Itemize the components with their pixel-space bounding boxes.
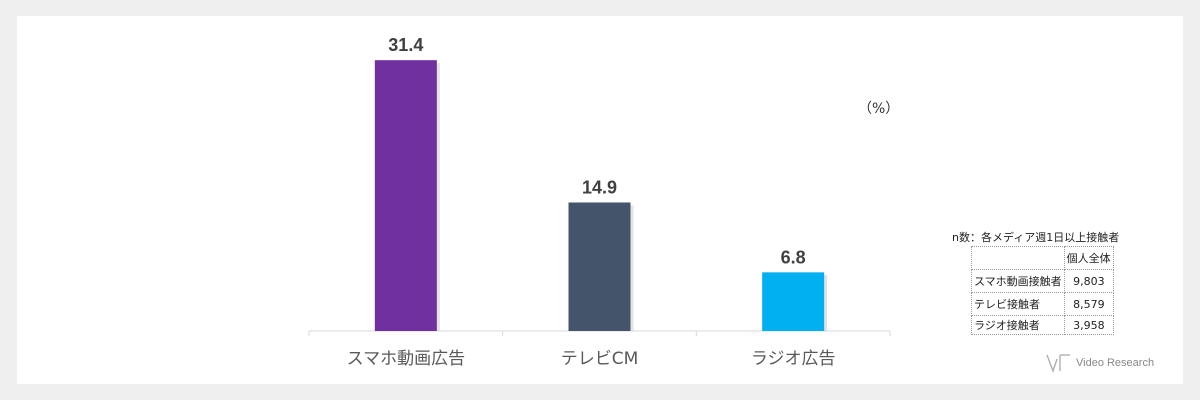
table-row-value: 9,803	[1063, 269, 1114, 293]
data-label: 14.9	[582, 177, 617, 197]
videoresearch-logo-icon	[1046, 354, 1070, 373]
table-row: スマホ動画接触者 9,803	[971, 269, 1114, 293]
videoresearch-logo: Video Research	[1046, 353, 1154, 373]
table-header-total: 個人全体	[1063, 246, 1114, 270]
table-row-value: 3,958	[1063, 315, 1114, 335]
table-header-row: 個人全体	[971, 246, 1114, 270]
bar	[374, 60, 437, 332]
bar	[568, 202, 631, 331]
table-header-empty	[971, 246, 1065, 270]
category-label: スマホ動画広告	[347, 349, 466, 369]
sample-size-title: n数：各メディア週1日以上接触者	[952, 231, 1120, 244]
logo-text: Video Research	[1076, 357, 1155, 369]
data-label: 31.4	[388, 35, 423, 55]
sample-size-table: 個人全体 スマホ動画接触者 9,803 テレビ接触者 8,579 ラジオ接触者 …	[971, 246, 1114, 335]
bar	[762, 272, 825, 331]
category-label: テレビCM	[561, 349, 639, 369]
data-label: 6.8	[781, 247, 806, 267]
table-row: ラジオ接触者 3,958	[971, 315, 1114, 335]
table-row-label: テレビ接触者	[971, 292, 1065, 316]
table-row-value: 8,579	[1063, 292, 1114, 316]
table-row: テレビ接触者 8,579	[971, 292, 1114, 316]
table-row-label: ラジオ接触者	[971, 315, 1065, 335]
category-label: ラジオ広告	[751, 349, 836, 369]
table-row-label: スマホ動画接触者	[971, 269, 1065, 293]
unit-label: （%）	[858, 101, 900, 117]
